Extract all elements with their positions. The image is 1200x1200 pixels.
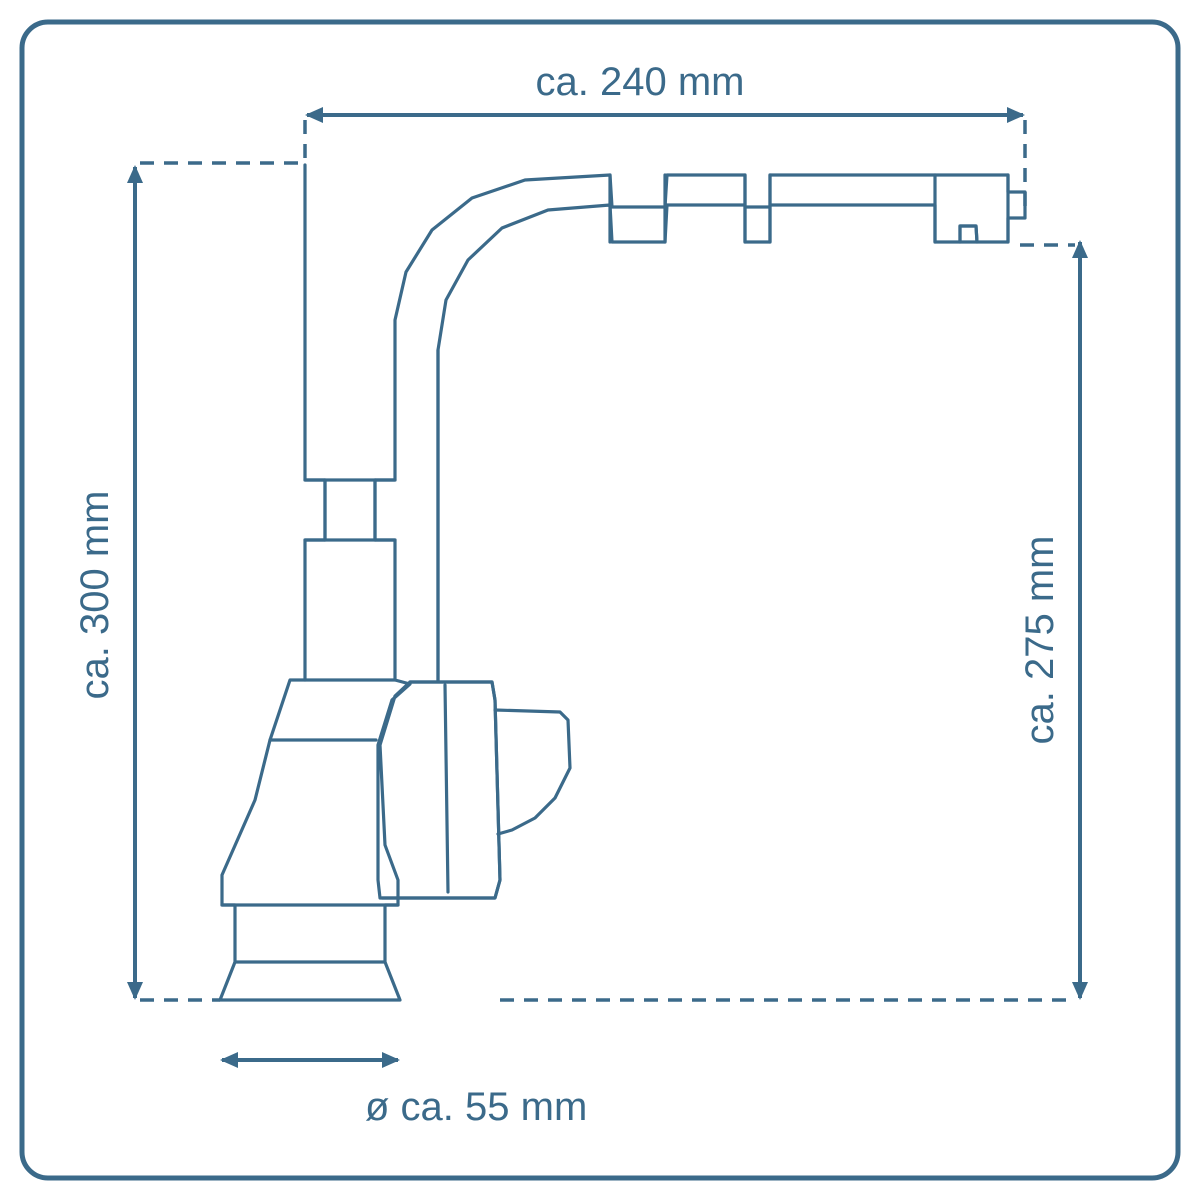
extension-lines [140,120,1075,1000]
dimension-label-width: ca. 240 mm [536,60,745,104]
faucet-outline [220,165,1025,1000]
diagram-frame [22,22,1178,1178]
dimension-label-height: ca. 300 mm [73,491,117,700]
dimension-label-base-diameter: ø ca. 55 mm [365,1085,587,1129]
dimension-label-spout-height: ca. 275 mm [1018,536,1062,745]
faucet-dimension-diagram: ca. 240 mm ca. 300 mm ca. 275 mm ø ca. 5… [0,0,1200,1200]
